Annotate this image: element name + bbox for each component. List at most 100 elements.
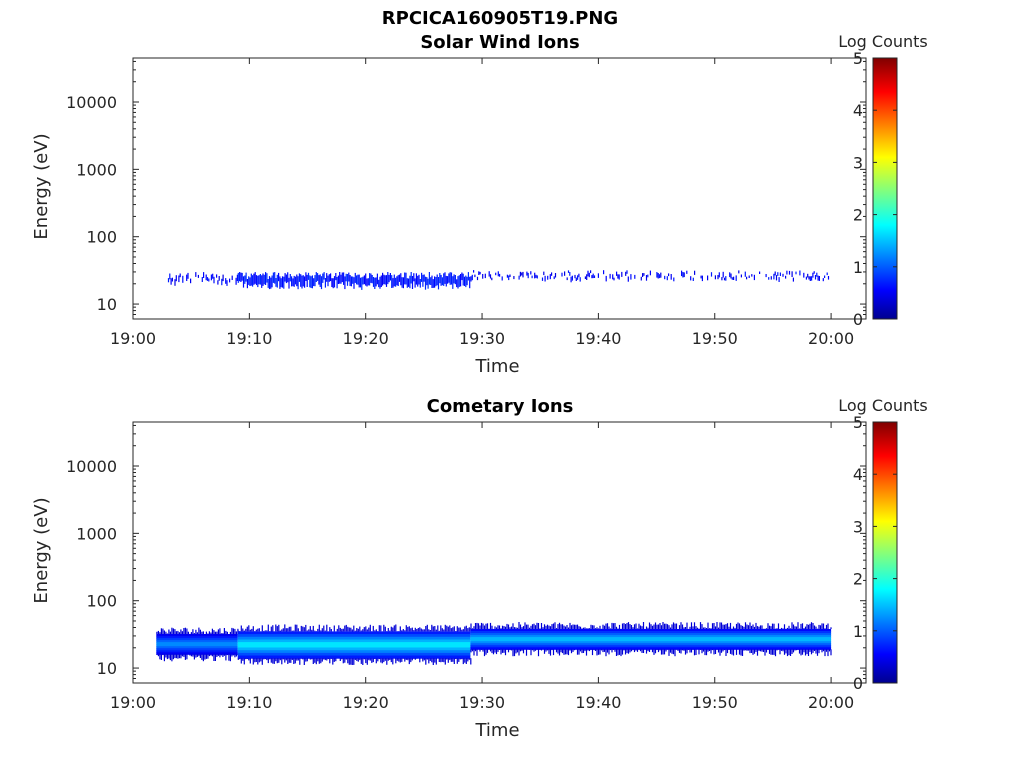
data-cell (384, 626, 386, 632)
data-cell (444, 272, 446, 284)
data-cell (780, 627, 783, 629)
data-cell (272, 272, 274, 283)
data-cell (228, 654, 230, 661)
data-cell (782, 649, 784, 652)
data-cell (156, 650, 238, 653)
data-cell (308, 629, 310, 632)
data-cell (749, 649, 751, 654)
data-cell (296, 658, 298, 661)
data-cell (470, 649, 472, 653)
x-tick-label: 20:00 (808, 693, 854, 712)
data-cell (714, 275, 716, 280)
data-cell (479, 649, 481, 652)
data-cell (453, 658, 455, 664)
data-cell (564, 649, 567, 655)
data-cell (621, 649, 624, 655)
data-cell (543, 624, 546, 629)
data-cell (624, 624, 627, 629)
data-cell (588, 272, 590, 278)
data-cell (321, 658, 323, 662)
data-cell (470, 658, 472, 665)
data-cell (204, 654, 206, 660)
x-tick-label: 19:00 (110, 329, 156, 348)
data-cell (817, 275, 819, 281)
data-cell (552, 623, 555, 629)
data-cell (425, 658, 427, 665)
y-tick-label: 10 (97, 659, 117, 678)
data-cell (270, 626, 272, 632)
data-cell (803, 628, 805, 629)
data-cell (729, 649, 732, 654)
data-cell (157, 630, 159, 634)
data-cell (418, 274, 420, 285)
data-cell (285, 274, 287, 284)
data-cell (666, 624, 669, 629)
data-cell (591, 649, 594, 656)
data-cell (237, 658, 239, 660)
data-cell (597, 273, 599, 278)
data-cell (634, 274, 636, 279)
data-cell (222, 633, 224, 634)
data-cell (253, 273, 255, 285)
data-cell (825, 649, 828, 652)
data-cell (362, 658, 364, 665)
x-axis-label: Time (474, 720, 519, 741)
data-cell (564, 626, 567, 629)
data-cell (681, 270, 683, 277)
data-cell (752, 649, 754, 655)
data-cell (782, 273, 784, 277)
data-cell (720, 622, 723, 629)
data-cell (350, 276, 352, 287)
data-cell (344, 625, 346, 632)
data-cell (477, 623, 480, 629)
data-cell (450, 628, 452, 632)
data-cell (470, 643, 832, 646)
data-cell (354, 272, 356, 283)
data-cell (545, 625, 547, 629)
data-cell (387, 658, 389, 661)
data-cell (175, 631, 177, 635)
data-cell (198, 627, 200, 634)
data-cell (549, 274, 551, 280)
data-cell (662, 622, 664, 629)
data-cell (383, 624, 385, 632)
data-cell (267, 624, 269, 632)
data-cell (317, 628, 319, 632)
data-cell (379, 276, 381, 289)
data-cell (361, 277, 363, 290)
data-cell (675, 623, 678, 629)
data-cell (443, 658, 445, 663)
data-cell (447, 276, 449, 284)
data-cell (660, 625, 663, 629)
data-cell (614, 649, 616, 652)
data-cell (663, 649, 666, 655)
data-cell (569, 272, 571, 276)
data-cell (830, 649, 832, 656)
data-cell (446, 658, 448, 660)
data-cell (372, 277, 375, 287)
data-cell (578, 273, 580, 278)
data-cell (380, 625, 382, 632)
data-cell (657, 273, 659, 279)
data-cell (635, 649, 637, 651)
data-cell (395, 658, 397, 664)
data-cell (776, 649, 778, 651)
data-cell (534, 649, 537, 651)
data-cell (693, 622, 696, 629)
data-cell (414, 658, 416, 660)
data-cell (776, 628, 778, 629)
data-cell (812, 623, 814, 629)
data-cell (770, 276, 772, 280)
data-cell (303, 658, 305, 665)
y-axis-label: Energy (eV) (31, 133, 52, 239)
data-cell (499, 273, 501, 277)
data-cell (570, 625, 573, 629)
x-tick-label: 19:30 (459, 329, 505, 348)
data-cell (669, 649, 672, 653)
data-cell (322, 273, 324, 283)
data-cell (756, 626, 759, 629)
data-cell (681, 649, 684, 651)
data-cell (662, 649, 664, 655)
data-cell (437, 277, 440, 290)
data-cell (777, 623, 780, 629)
